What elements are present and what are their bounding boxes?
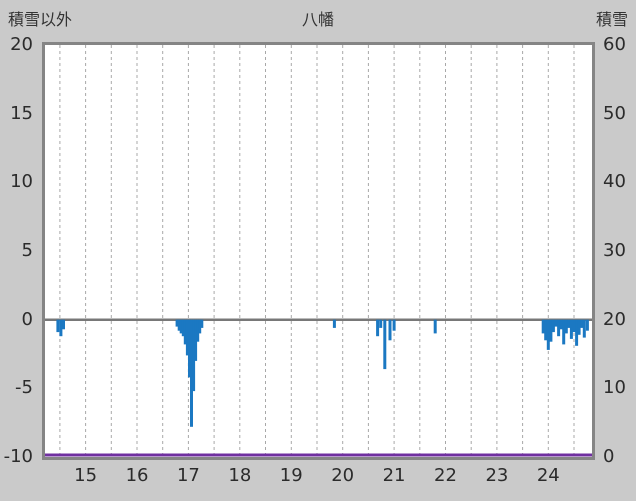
right-axis-tick-label: 30 [603,240,626,261]
x-axis-tick-label: 19 [279,465,303,486]
x-axis-tick-label: 15 [74,465,98,486]
left-axis-tick-label: 0 [21,308,33,330]
x-axis-tick-label: 24 [536,465,560,486]
x-axis-tick-label: 20 [331,465,355,486]
x-axis-tick-label: 16 [125,465,149,486]
x-axis-tick-label: 21 [382,465,406,486]
x-axis-tick-label: 22 [434,465,457,486]
right-axis-title: 積雪 [595,10,628,29]
left-axis-tick-label: -5 [15,377,33,399]
left-axis-tick-label: 15 [10,102,33,124]
right-axis-tick-label: 50 [603,102,626,124]
left-axis-tick-label: 20 [10,34,33,55]
right-axis-tick-label: 0 [603,446,615,467]
x-axis-tick-label: 23 [485,465,509,486]
left-axis-title: 積雪以外 [8,10,73,29]
right-axis-tick-label: 40 [603,171,626,193]
left-axis-tick-label: -10 [3,446,33,467]
x-axis-tick-label: 18 [228,465,252,486]
left-axis-tick-label: 5 [21,240,33,261]
plot-area [42,42,595,460]
chart-canvas [45,45,592,457]
right-axis-tick-label: 10 [603,377,626,399]
right-axis-tick-label: 20 [603,308,626,330]
right-axis-tick-label: 60 [603,34,626,55]
left-axis-tick-label: 10 [10,171,33,193]
chart-title: 八幡 [301,10,334,29]
x-axis-tick-label: 17 [176,465,200,486]
